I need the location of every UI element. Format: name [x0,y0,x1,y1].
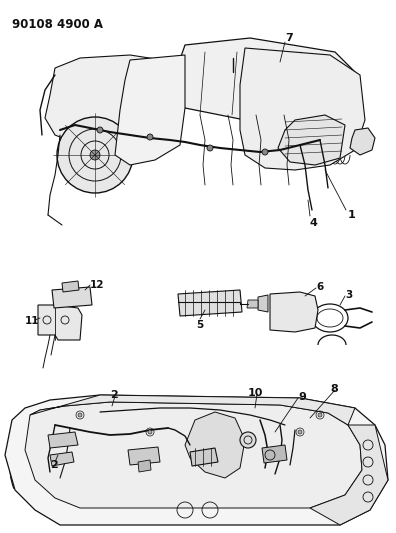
Polygon shape [25,402,362,508]
Text: 4: 4 [310,218,318,228]
Polygon shape [115,55,185,165]
Text: 11: 11 [25,316,40,326]
Text: 10: 10 [248,388,263,398]
Polygon shape [240,48,365,170]
Polygon shape [38,305,82,340]
Polygon shape [270,292,318,332]
Polygon shape [30,395,355,425]
Polygon shape [310,425,388,525]
Polygon shape [138,460,151,472]
Polygon shape [185,412,245,478]
Polygon shape [45,55,180,148]
Polygon shape [190,448,218,466]
Polygon shape [5,395,388,525]
Polygon shape [52,287,92,308]
Text: 1: 1 [348,210,356,220]
Polygon shape [178,290,242,316]
Circle shape [57,117,133,193]
Polygon shape [62,281,79,292]
Circle shape [148,430,152,434]
Polygon shape [170,38,355,128]
Polygon shape [247,300,258,308]
Polygon shape [128,447,160,465]
Circle shape [97,127,103,133]
Text: 7: 7 [285,33,293,43]
Polygon shape [350,128,375,155]
Text: 6: 6 [316,282,323,292]
Polygon shape [50,452,74,466]
Circle shape [207,145,213,151]
Text: 2: 2 [110,390,118,400]
Circle shape [147,134,153,140]
Text: 5: 5 [196,320,203,330]
Polygon shape [48,432,78,448]
Circle shape [318,413,322,417]
Circle shape [298,430,302,434]
Text: 9: 9 [298,392,306,402]
Polygon shape [278,115,345,165]
Polygon shape [258,295,268,312]
Circle shape [262,149,268,155]
Text: 90108 4900 A: 90108 4900 A [12,18,103,31]
Text: 12: 12 [90,280,105,290]
Circle shape [240,432,256,448]
Text: 2: 2 [50,460,58,470]
Circle shape [90,150,100,160]
Text: 3: 3 [345,290,352,300]
Circle shape [78,413,82,417]
Polygon shape [262,445,287,463]
Text: 8: 8 [330,384,338,394]
